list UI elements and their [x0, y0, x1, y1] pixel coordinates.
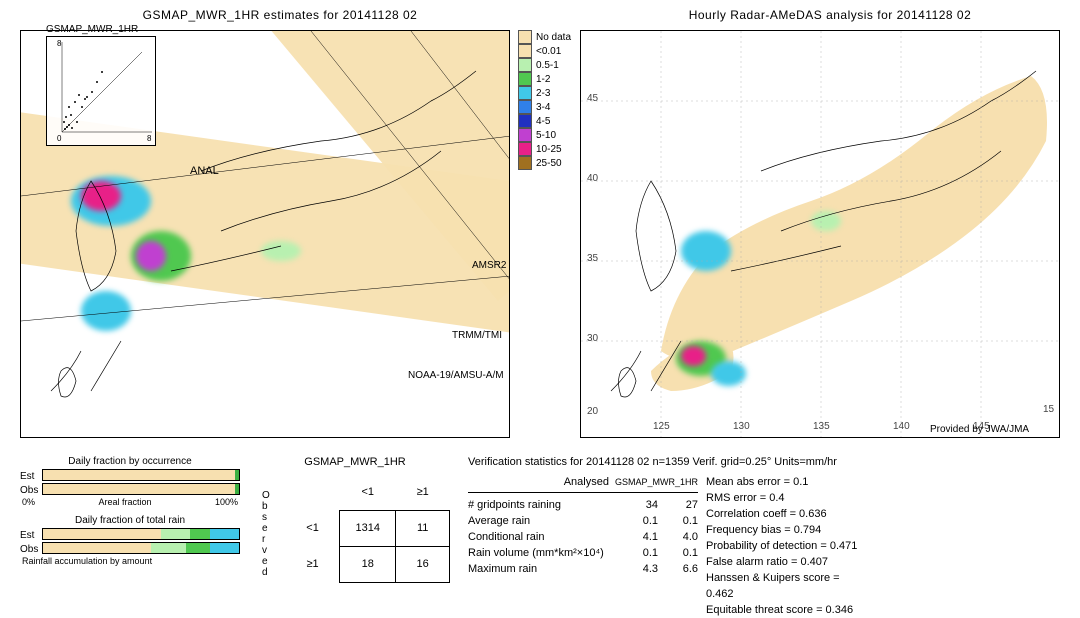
right-panel-title: Hourly Radar-AMeDAS analysis for 2014112…	[580, 0, 1080, 26]
totalrain-axis-label: Rainfall accumulation by amount	[22, 556, 152, 566]
cell-00: 1314	[340, 510, 396, 546]
stats-left-col: Analysed GSMAP_MWR_1HR # gridpoints rain…	[468, 474, 698, 618]
top-row: GSMAP_MWR_1HR estimates for 20141128 02	[0, 0, 1080, 450]
xtick: 15	[1043, 404, 1054, 415]
ytick: 40	[587, 173, 598, 184]
contingency-title: GSMAP_MWR_1HR	[260, 456, 450, 468]
contingency-table: <1 ≥1 <1 1314 11 ≥1 18 16	[286, 474, 450, 583]
score-row: Correlation coeff = 0.636	[706, 506, 868, 522]
ytick: 20	[587, 406, 598, 417]
stat-row: Average rain0.10.1	[468, 513, 698, 529]
legend-row: 0.5-1	[518, 58, 588, 72]
svg-text:0: 0	[57, 134, 62, 143]
totalrain-axis: Rainfall accumulation by amount	[20, 556, 240, 566]
obs-label2: Obs	[20, 544, 42, 555]
xtick: 125	[653, 421, 670, 432]
col-gsmap: GSMAP_MWR_1HR	[609, 474, 698, 490]
row-header-0: <1	[286, 510, 340, 546]
right-map: 45 40 35 30 20 125 130 135 140 145 15	[580, 30, 1060, 438]
ytick: 30	[587, 333, 598, 344]
col-header-0: <1	[340, 474, 396, 510]
legend-row: No data	[518, 30, 588, 44]
right-panel: Hourly Radar-AMeDAS analysis for 2014112…	[580, 0, 1080, 450]
legend-row: <0.01	[518, 44, 588, 58]
axis-min: 0%	[22, 497, 35, 507]
left-panel-title: GSMAP_MWR_1HR estimates for 20141128 02	[20, 0, 540, 26]
xtick: 140	[893, 421, 910, 432]
sat-label-noaa: NOAA-19/AMSU-A/M	[408, 370, 504, 381]
stats-right-col: Mean abs error = 0.1RMS error = 0.4Corre…	[706, 474, 868, 618]
col-header-1: ≥1	[396, 474, 450, 510]
score-row: Frequency bias = 0.794	[706, 522, 868, 538]
legend-row: 25-50	[518, 156, 588, 170]
left-panel: GSMAP_MWR_1HR estimates for 20141128 02	[20, 0, 540, 450]
sat-label-trmm: TRMM/TMI	[452, 330, 502, 341]
stat-row: # gridpoints raining3427	[468, 497, 698, 513]
score-row: Equitable threat score = 0.346	[706, 602, 868, 618]
obs-occurrence-bar	[42, 483, 240, 495]
xtick: 135	[813, 421, 830, 432]
obs-label: Obs	[20, 485, 42, 496]
stats-header: Verification statistics for 20141128 02 …	[468, 456, 868, 468]
score-row: Hanssen & Kuipers score = 0.462	[706, 570, 868, 602]
est-label2: Est	[20, 530, 42, 541]
sat-label-anal: ANAL	[190, 165, 219, 177]
sat-label-amsr2: AMSR2	[472, 260, 506, 271]
legend-row: 4-5	[518, 114, 588, 128]
occurrence-axis: 0% Areal fraction 100%	[20, 497, 240, 507]
observed-label: Observed	[262, 490, 270, 578]
score-row: RMS error = 0.4	[706, 490, 868, 506]
cell-01: 11	[396, 510, 450, 546]
est-label: Est	[20, 471, 42, 482]
stat-row: Conditional rain4.14.0	[468, 529, 698, 545]
color-legend: No data<0.010.5-11-22-33-44-55-1010-2525…	[518, 30, 588, 170]
fraction-bars: Daily fraction by occurrence Est Obs 0% …	[20, 456, 240, 610]
cell-11: 16	[396, 546, 450, 582]
stat-row: Maximum rain4.36.6	[468, 561, 698, 577]
col-analysed: Analysed	[564, 474, 609, 490]
stat-row: Rain volume (mm*km²×10⁴)0.10.1	[468, 545, 698, 561]
provided-by: Provided by JWA/JMA	[930, 424, 1029, 435]
ytick: 35	[587, 253, 598, 264]
totalrain-title: Daily fraction of total rain	[20, 515, 240, 526]
cell-10: 18	[340, 546, 396, 582]
est-totalrain-bar	[42, 528, 240, 540]
row-header-1: ≥1	[286, 546, 340, 582]
axis-label: Areal fraction	[98, 497, 151, 507]
legend-row: 2-3	[518, 86, 588, 100]
bottom-row: Daily fraction by occurrence Est Obs 0% …	[0, 450, 1080, 610]
svg-text:8: 8	[57, 39, 62, 48]
occurrence-title: Daily fraction by occurrence	[20, 456, 240, 467]
est-occurrence-bar	[42, 469, 240, 481]
contingency-block: GSMAP_MWR_1HR Observed <1 ≥1 <1 1314 11 …	[260, 456, 450, 610]
legend-row: 1-2	[518, 72, 588, 86]
stats-block: Verification statistics for 20141128 02 …	[468, 456, 868, 610]
legend-row: 10-25	[518, 142, 588, 156]
score-row: Probability of detection = 0.471	[706, 538, 868, 554]
coastline-right-svg	[581, 31, 1060, 438]
xtick: 130	[733, 421, 750, 432]
axis-max: 100%	[215, 497, 238, 507]
score-row: Mean abs error = 0.1	[706, 474, 868, 490]
obs-totalrain-bar	[42, 542, 240, 554]
ytick: 45	[587, 93, 598, 104]
score-row: False alarm ratio = 0.407	[706, 554, 868, 570]
legend-row: 5-10	[518, 128, 588, 142]
inset-svg: 8 8 0	[47, 37, 157, 147]
legend-row: 3-4	[518, 100, 588, 114]
svg-text:8: 8	[147, 134, 152, 143]
inset-scatter: 8 8 0	[46, 36, 156, 146]
inset-title: GSMAP_MWR_1HR	[46, 24, 138, 35]
